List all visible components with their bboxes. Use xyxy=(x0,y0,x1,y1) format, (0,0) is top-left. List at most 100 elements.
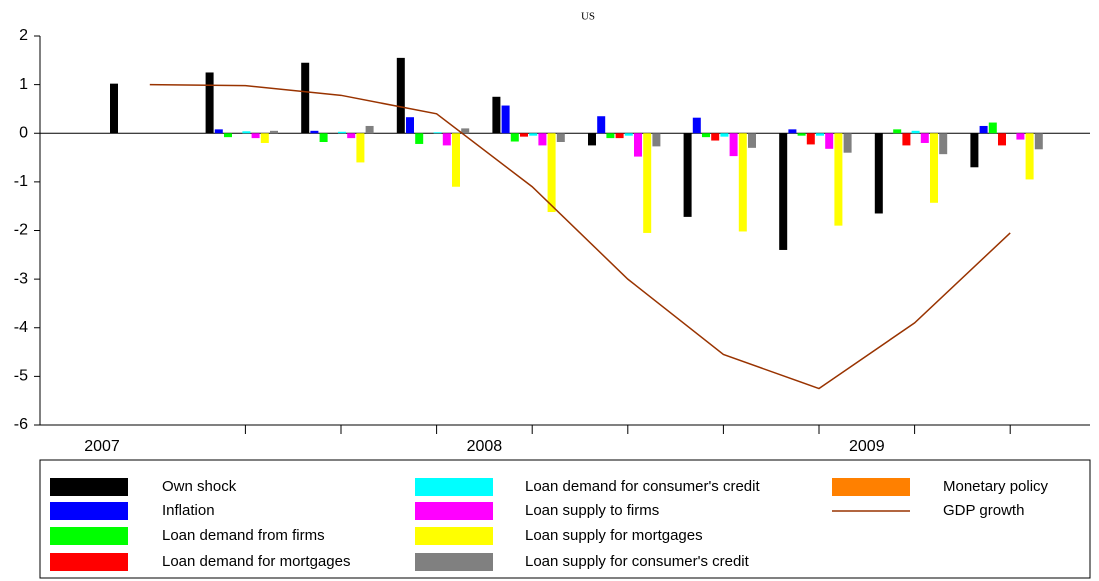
bar xyxy=(538,133,547,146)
legend-label: Loan demand for mortgages xyxy=(162,553,350,570)
x-tick-label: 2008 xyxy=(467,438,503,455)
legend-label: Monetary policy xyxy=(943,478,1049,495)
bar xyxy=(396,57,405,134)
bar xyxy=(501,105,510,134)
bar xyxy=(834,133,843,226)
bar xyxy=(979,125,988,134)
bar xyxy=(643,133,652,233)
bar xyxy=(597,116,606,134)
bar xyxy=(797,133,806,136)
bar xyxy=(270,130,278,134)
bar xyxy=(1025,133,1034,180)
bar xyxy=(319,133,328,143)
bar xyxy=(529,133,538,136)
bar xyxy=(110,83,118,134)
bar xyxy=(606,133,615,139)
legend-swatch xyxy=(415,553,493,571)
bar xyxy=(634,133,642,157)
bar xyxy=(738,133,747,232)
bar xyxy=(748,133,756,148)
bar xyxy=(433,132,442,134)
bar xyxy=(588,133,596,146)
legend-box xyxy=(39,459,1091,579)
bar xyxy=(406,117,414,134)
bar xyxy=(442,133,451,146)
bar xyxy=(301,62,310,134)
bar xyxy=(492,96,501,134)
y-tick-label: -5 xyxy=(14,368,28,385)
bar xyxy=(1016,133,1025,140)
bar xyxy=(214,129,223,134)
bar xyxy=(461,128,470,134)
legend-swatch xyxy=(50,527,128,545)
bar xyxy=(356,133,365,163)
bar xyxy=(788,129,797,134)
bar xyxy=(365,125,374,134)
legend-swatch xyxy=(50,502,128,520)
bar xyxy=(920,133,929,143)
bar xyxy=(720,133,729,137)
bar xyxy=(683,133,692,217)
bar xyxy=(816,133,824,136)
bar xyxy=(260,133,269,143)
chart-title: US xyxy=(581,11,595,23)
bar xyxy=(998,133,1006,146)
y-tick-label: 1 xyxy=(19,76,28,93)
legend-label: Loan supply for mortgages xyxy=(525,527,703,544)
bar xyxy=(893,129,902,134)
bar xyxy=(970,133,979,168)
x-tick-label: 2007 xyxy=(84,438,120,455)
legend-label: Loan supply to firms xyxy=(525,502,659,519)
bar xyxy=(988,122,997,134)
bar xyxy=(825,133,834,149)
bar xyxy=(520,133,528,137)
bar xyxy=(902,133,911,146)
bar xyxy=(347,133,356,139)
bar xyxy=(939,133,948,155)
y-tick-label: -3 xyxy=(14,270,28,287)
y-tick-label: -2 xyxy=(14,222,28,239)
legend-swatch xyxy=(415,527,493,545)
legend-label: Loan demand for consumer's credit xyxy=(525,478,760,495)
bar xyxy=(547,133,556,213)
bar xyxy=(224,133,232,138)
y-tick-label: -4 xyxy=(14,319,28,336)
y-tick-label: -1 xyxy=(14,173,28,190)
bar xyxy=(205,72,214,134)
bar xyxy=(911,130,920,134)
legend-label: Loan supply for consumer's credit xyxy=(525,553,750,570)
bar xyxy=(692,117,701,134)
bar xyxy=(338,131,346,134)
bar xyxy=(310,130,319,134)
y-tick-label: 0 xyxy=(19,124,28,141)
legend-swatch xyxy=(50,478,128,496)
bar xyxy=(1034,133,1043,150)
bar xyxy=(806,133,815,145)
y-tick-label: -6 xyxy=(14,416,28,433)
bar xyxy=(615,133,624,139)
x-tick-label: 2009 xyxy=(849,438,885,455)
legend-swatch xyxy=(50,553,128,571)
legend-label: Loan demand from firms xyxy=(162,527,325,544)
bar xyxy=(702,133,710,138)
bar xyxy=(242,131,251,134)
line xyxy=(149,83,1011,390)
bar xyxy=(251,133,260,139)
legend-swatch xyxy=(415,478,493,496)
bar xyxy=(874,133,883,214)
bar xyxy=(930,133,938,203)
bar xyxy=(624,133,633,136)
bar xyxy=(779,133,788,250)
bar xyxy=(711,133,720,141)
legend-label: GDP growth xyxy=(943,502,1024,519)
legend-label: Own shock xyxy=(162,478,237,495)
legend-swatch xyxy=(415,502,493,520)
bar xyxy=(843,133,852,153)
legend-swatch xyxy=(832,478,910,496)
bar xyxy=(652,133,661,147)
legend-label: Inflation xyxy=(162,502,215,519)
bar xyxy=(452,133,460,187)
bar xyxy=(556,133,565,143)
bar xyxy=(510,133,519,142)
